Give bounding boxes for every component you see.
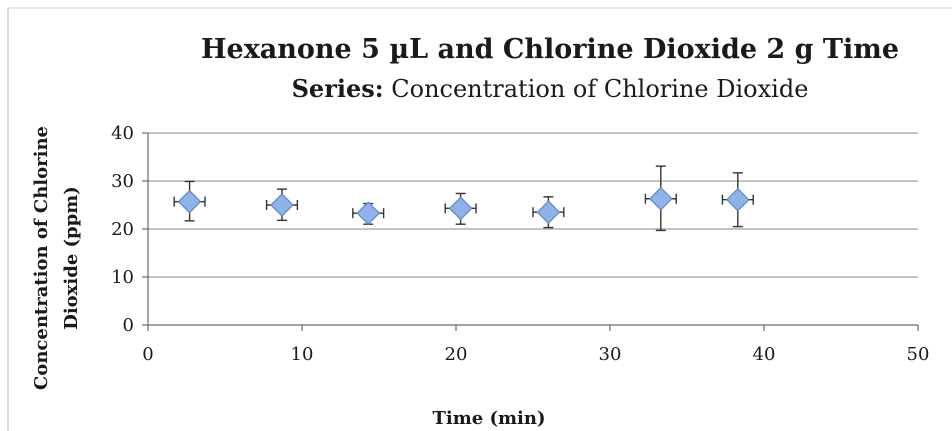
y-tick-label-0: 0	[123, 315, 134, 336]
x-tick-label-0: 0	[142, 344, 153, 365]
y-tick-label-40: 40	[111, 123, 134, 144]
tick-labels: 0 10 20 30 40 0 10 20 30 40 50	[111, 123, 929, 365]
x-tick-label-40: 40	[753, 344, 776, 365]
x-tick-label-10: 10	[291, 344, 314, 365]
y-tick-label-10: 10	[111, 267, 134, 288]
chart-title: Hexanone 5 µL and Chlorine Dioxide 2 g T…	[201, 34, 899, 65]
data-point-5	[648, 186, 673, 211]
y-axis-title-line1: Concentration of Chlorine	[31, 126, 52, 390]
chart-subtitle-text: Concentration of Chlorine Dioxide	[391, 75, 809, 103]
x-axis-title: Time (min)	[432, 408, 545, 429]
chart-subtitle-prefix: Series:	[291, 74, 384, 103]
data-points	[177, 186, 750, 226]
data-point-6	[725, 187, 750, 212]
chart-subtitle: Series: Concentration of Chlorine Dioxid…	[0, 74, 952, 103]
data-point-1	[270, 193, 294, 217]
gridlines	[148, 132, 918, 278]
data-point-2	[356, 201, 381, 226]
axes	[142, 132, 919, 331]
x-tick-label-20: 20	[445, 344, 468, 365]
x-tick-label-30: 30	[599, 344, 622, 365]
y-axis-title-line2: Dioxide (ppm)	[61, 186, 82, 330]
data-point-3	[448, 196, 473, 221]
y-tick-label-30: 30	[111, 171, 134, 192]
data-point-4	[536, 200, 561, 225]
data-point-0	[177, 189, 202, 214]
x-tick-label-50: 50	[907, 344, 930, 365]
y-tick-label-20: 20	[111, 219, 134, 240]
